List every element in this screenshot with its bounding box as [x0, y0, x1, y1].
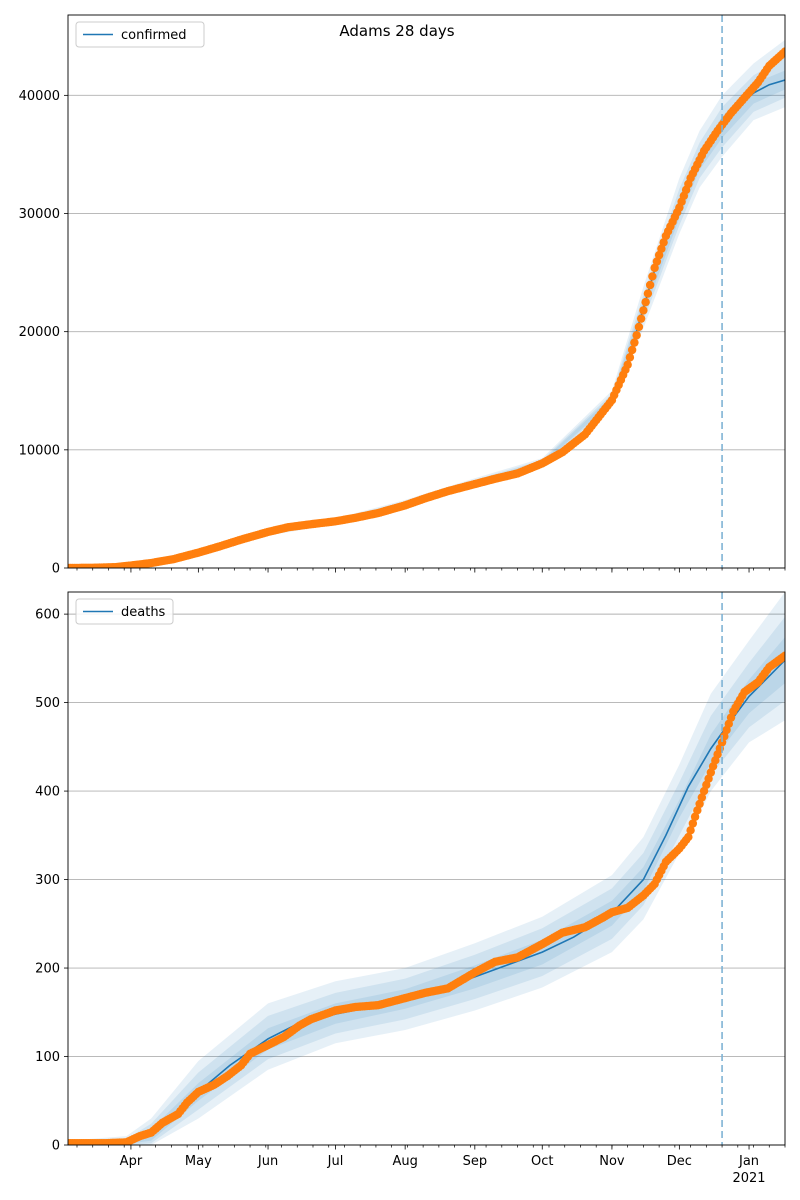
- observed-point: [780, 651, 785, 660]
- observed-point: [688, 819, 698, 828]
- observed-point: [650, 263, 659, 273]
- observed-point: [632, 331, 641, 340]
- y-tick-label: 40000: [19, 89, 60, 104]
- y-tick-label: 0: [52, 1139, 60, 1154]
- y-tick-label: 400: [35, 785, 60, 800]
- observed-point: [623, 360, 632, 369]
- x-tick-label: Dec: [667, 1154, 692, 1169]
- observed-point: [654, 250, 664, 260]
- observed-point: [636, 314, 646, 323]
- axes-frame: [67, 591, 786, 1146]
- observed-point: [695, 799, 704, 809]
- observed-point: [625, 353, 635, 362]
- legend-label: confirmed: [121, 28, 187, 43]
- observed-point: [652, 257, 662, 266]
- observed-point: [641, 297, 650, 307]
- observed-point: [697, 793, 707, 802]
- x-tick-label: Aug: [392, 1154, 417, 1169]
- y-tick-label: 100: [35, 1050, 60, 1065]
- legend-label: deaths: [121, 605, 166, 620]
- x-tick-label: Nov: [599, 1154, 625, 1169]
- legend-box: [75, 598, 174, 625]
- y-tick-label: 30000: [19, 207, 60, 222]
- figure-title: Adams 28 days: [339, 22, 454, 40]
- legend-box: [75, 21, 205, 48]
- y-tick-label: 200: [35, 962, 60, 977]
- y-tick-label: 600: [35, 608, 60, 623]
- x-tick-label: Jan: [738, 1154, 759, 1169]
- observed-point: [648, 272, 657, 281]
- observed-point: [686, 826, 695, 835]
- observed-point: [639, 306, 648, 315]
- observed-point: [643, 289, 653, 298]
- plot-area: [68, 592, 785, 1145]
- x-tick-label: Oct: [531, 1154, 553, 1169]
- uncertainty-band: [68, 39, 785, 568]
- x-year-label: 2021: [732, 1171, 765, 1186]
- confirmed-panel: 0 10000 20000 30000 40000 confirmed: [19, 14, 786, 577]
- y-tick-label: 20000: [19, 325, 60, 340]
- uncertainty-band: [68, 592, 785, 1145]
- observed-point: [693, 806, 702, 815]
- x-tick-label: Apr: [120, 1154, 143, 1169]
- observed-point: [627, 345, 637, 355]
- y-tick-label: 0: [52, 562, 60, 577]
- observed-point: [634, 322, 644, 332]
- observed-point: [630, 338, 639, 347]
- y-tick-label: 300: [35, 873, 60, 888]
- observed-point: [659, 238, 668, 247]
- observed-point: [690, 812, 700, 821]
- axes-frame: [67, 14, 786, 569]
- y-tick-label: 10000: [19, 443, 60, 458]
- observed-point: [657, 244, 666, 253]
- observed-point: [645, 280, 655, 290]
- x-tick-label: Jun: [257, 1154, 278, 1169]
- x-tick-label: Sep: [463, 1154, 488, 1169]
- plot-area: [68, 39, 785, 568]
- deaths-panel: 0 100 200 300 400 500 600 Apr May Jun Jul Aug Sep Oct…: [35, 591, 786, 1186]
- uncertainty-band: [68, 637, 785, 1145]
- observed-point: [684, 832, 693, 842]
- x-tick-label: May: [185, 1154, 212, 1169]
- y-tick-label: 500: [35, 696, 60, 711]
- observed-point: [780, 47, 785, 56]
- x-tick-label: Jul: [327, 1154, 344, 1169]
